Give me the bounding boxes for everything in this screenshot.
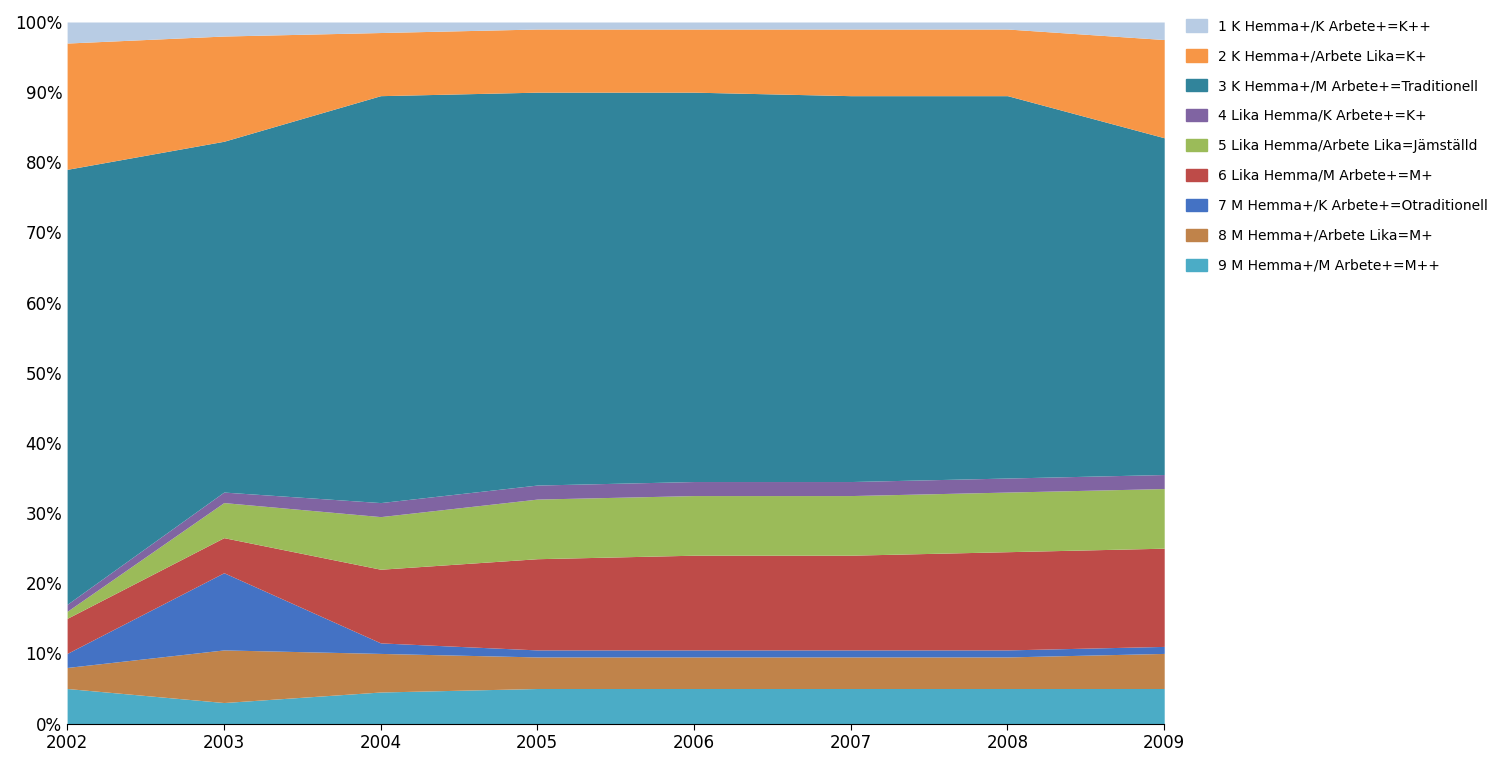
Legend: 1 K Hemma+/K Arbete+=K++, 2 K Hemma+/Arbete Lika=K+, 3 K Hemma+/M Arbete+=Tradit: 1 K Hemma+/K Arbete+=K++, 2 K Hemma+/Arb… xyxy=(1182,15,1493,277)
